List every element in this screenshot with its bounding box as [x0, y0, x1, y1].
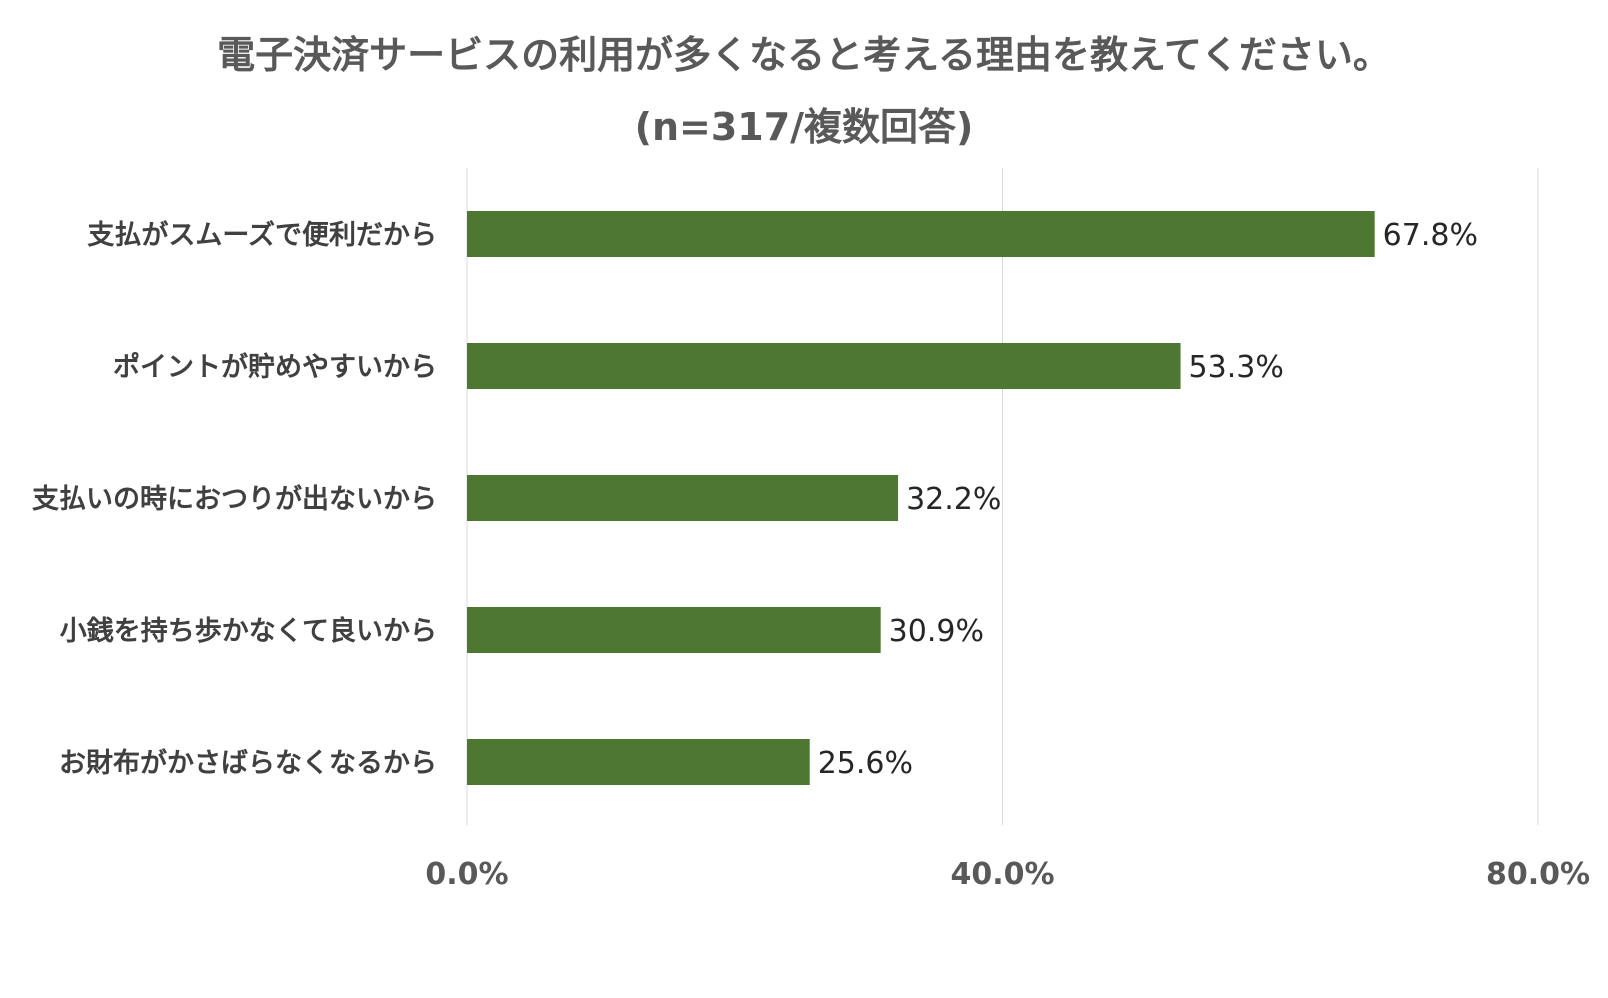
data-label: 25.6% — [818, 746, 913, 781]
bar — [467, 211, 1375, 257]
bar — [467, 475, 899, 521]
bar — [467, 607, 881, 653]
category-label: 小銭を持ち歩かなくて良いから — [60, 615, 437, 647]
bar — [467, 739, 810, 785]
bars — [467, 211, 1375, 785]
chart-subtitle: (n=317/複数回答) — [634, 105, 974, 149]
bar — [467, 343, 1181, 389]
x-tick-label: 0.0% — [425, 857, 508, 892]
category-label: お財布がかさばらなくなるから — [59, 747, 437, 779]
category-label: ポイントが貯めやすいから — [113, 351, 437, 383]
x-tick-label: 80.0% — [1486, 857, 1590, 892]
chart-title: 電子決済サービスの利用が多くなると考える理由を教えてください。 — [217, 33, 1391, 77]
category-label: 支払いの時におつりが出ないから — [32, 483, 437, 515]
category-label: 支払がスムーズで便利だから — [87, 219, 437, 251]
x-tick-label: 40.0% — [950, 857, 1054, 892]
data-label: 32.2% — [906, 482, 1001, 517]
data-label: 67.8% — [1383, 218, 1478, 253]
data-label: 30.9% — [889, 614, 984, 649]
labels: 0.0% 40.0% 80.0% 支払がスムーズで便利だから 67.8% ポイントが貯めや… — [32, 218, 1590, 892]
data-label: 53.3% — [1189, 350, 1284, 385]
